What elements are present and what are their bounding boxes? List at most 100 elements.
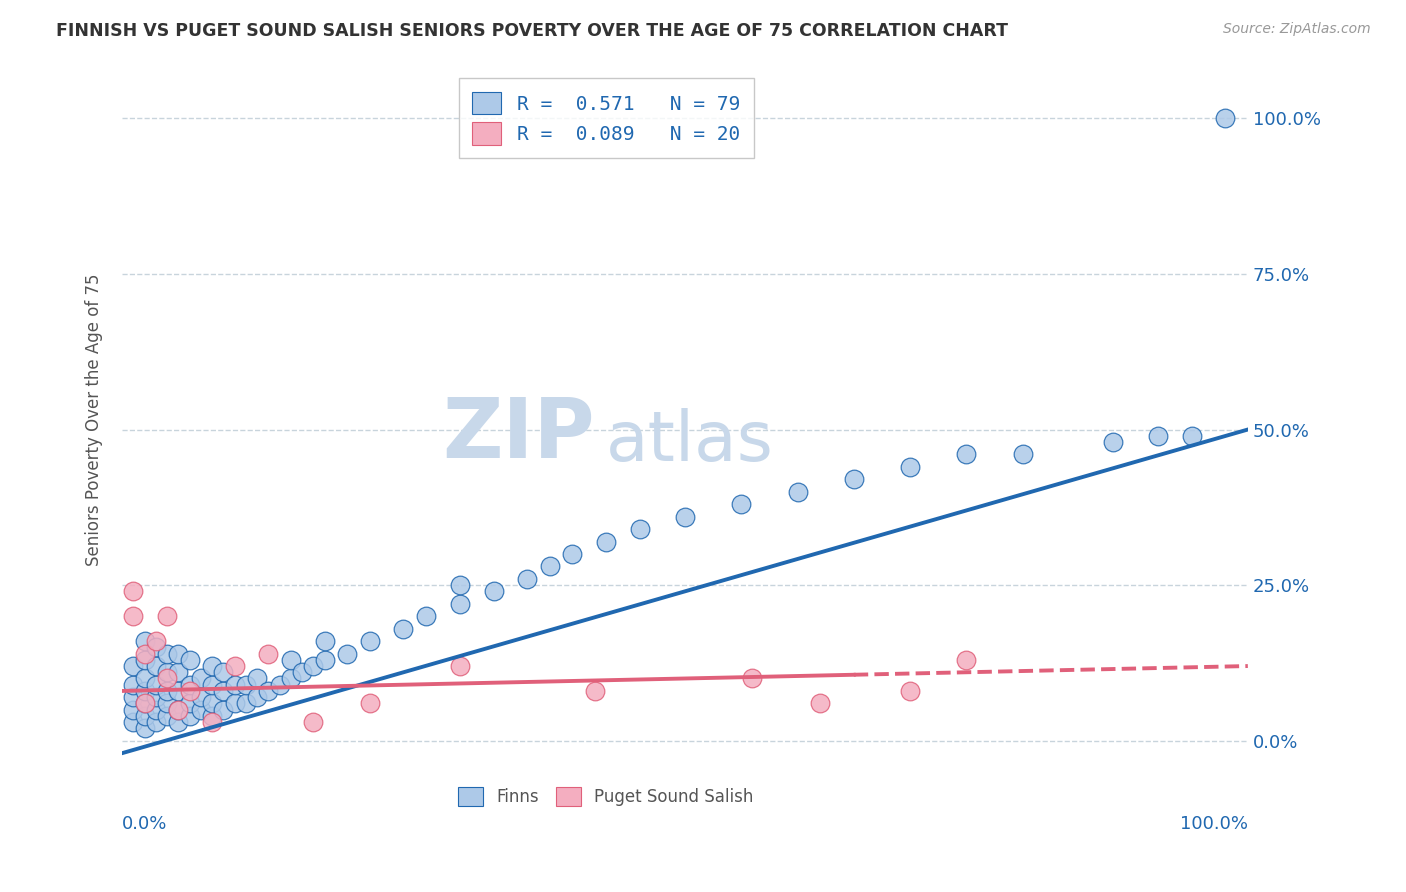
Point	[257, 684, 280, 698]
Point	[1011, 447, 1033, 461]
Point	[224, 697, 246, 711]
Point	[156, 684, 179, 698]
Point	[955, 653, 977, 667]
Point	[167, 714, 190, 729]
Point	[145, 640, 167, 655]
Point	[314, 653, 336, 667]
Point	[842, 472, 865, 486]
Point	[201, 709, 224, 723]
Point	[246, 672, 269, 686]
Point	[190, 703, 212, 717]
Point	[538, 559, 561, 574]
Text: 0.0%: 0.0%	[122, 815, 167, 833]
Point	[449, 659, 471, 673]
Point	[179, 678, 201, 692]
Point	[156, 672, 179, 686]
Point	[212, 665, 235, 680]
Point	[145, 703, 167, 717]
Point	[280, 672, 302, 686]
Point	[190, 690, 212, 705]
Point	[134, 697, 156, 711]
Point	[134, 684, 156, 698]
Text: 100.0%: 100.0%	[1180, 815, 1249, 833]
Point	[122, 659, 145, 673]
Point	[156, 609, 179, 624]
Point	[1101, 434, 1123, 449]
Point	[212, 703, 235, 717]
Text: FINNISH VS PUGET SOUND SALISH SENIORS POVERTY OVER THE AGE OF 75 CORRELATION CHA: FINNISH VS PUGET SOUND SALISH SENIORS PO…	[56, 22, 1008, 40]
Point	[415, 609, 437, 624]
Point	[179, 684, 201, 698]
Point	[190, 672, 212, 686]
Point	[786, 484, 808, 499]
Point	[145, 714, 167, 729]
Point	[730, 497, 752, 511]
Point	[302, 714, 325, 729]
Point	[1146, 429, 1168, 443]
Point	[516, 572, 538, 586]
Point	[134, 697, 156, 711]
Point	[482, 584, 505, 599]
Point	[145, 659, 167, 673]
Y-axis label: Seniors Poverty Over the Age of 75: Seniors Poverty Over the Age of 75	[86, 274, 103, 566]
Point	[561, 547, 583, 561]
Point	[201, 697, 224, 711]
Point	[235, 697, 257, 711]
Point	[156, 665, 179, 680]
Point	[201, 714, 224, 729]
Point	[673, 509, 696, 524]
Point	[167, 703, 190, 717]
Point	[224, 659, 246, 673]
Point	[336, 647, 359, 661]
Point	[291, 665, 314, 680]
Point	[392, 622, 415, 636]
Text: atlas: atlas	[606, 408, 775, 475]
Point	[359, 697, 381, 711]
Point	[201, 659, 224, 673]
Point	[898, 459, 921, 474]
Point	[179, 697, 201, 711]
Point	[145, 634, 167, 648]
Point	[167, 703, 190, 717]
Point	[134, 721, 156, 735]
Point	[212, 684, 235, 698]
Point	[145, 690, 167, 705]
Point	[134, 709, 156, 723]
Point	[122, 584, 145, 599]
Point	[246, 690, 269, 705]
Point	[808, 697, 831, 711]
Point	[167, 684, 190, 698]
Point	[145, 678, 167, 692]
Point	[302, 659, 325, 673]
Point	[156, 647, 179, 661]
Point	[583, 684, 606, 698]
Point	[449, 578, 471, 592]
Point	[134, 653, 156, 667]
Point	[314, 634, 336, 648]
Point	[898, 684, 921, 698]
Point	[955, 447, 977, 461]
Point	[134, 672, 156, 686]
Point	[628, 522, 651, 536]
Point	[122, 714, 145, 729]
Point	[1180, 429, 1202, 443]
Point	[122, 690, 145, 705]
Point	[269, 678, 291, 692]
Point	[167, 647, 190, 661]
Point	[280, 653, 302, 667]
Legend: Finns, Puget Sound Salish: Finns, Puget Sound Salish	[451, 780, 761, 813]
Point	[134, 634, 156, 648]
Point	[179, 709, 201, 723]
Point	[235, 678, 257, 692]
Text: Source: ZipAtlas.com: Source: ZipAtlas.com	[1223, 22, 1371, 37]
Point	[1213, 112, 1236, 126]
Point	[122, 609, 145, 624]
Point	[359, 634, 381, 648]
Point	[179, 653, 201, 667]
Point	[449, 597, 471, 611]
Point	[134, 647, 156, 661]
Point	[156, 697, 179, 711]
Text: ZIP: ZIP	[443, 393, 595, 475]
Point	[201, 678, 224, 692]
Point	[167, 665, 190, 680]
